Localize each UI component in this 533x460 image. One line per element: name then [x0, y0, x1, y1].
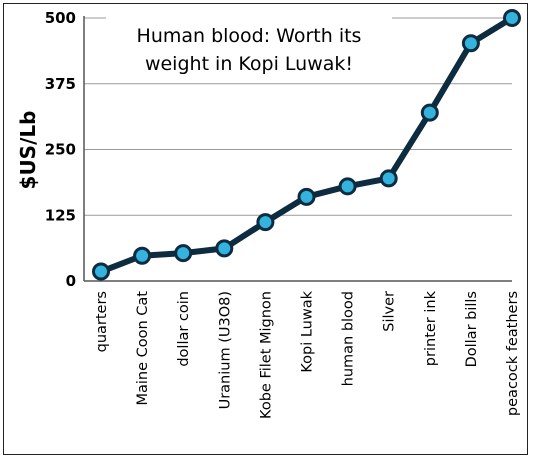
y-tick-label: 250 — [45, 141, 76, 159]
data-point — [461, 34, 480, 53]
y-tick-label: 0 — [66, 272, 76, 290]
x-tick-label: dollar coin — [176, 291, 192, 367]
chart-title-line-2: weight in Kopi Luwak! — [145, 53, 353, 75]
y-axis-label: $US/Lb — [16, 111, 40, 190]
series — [92, 9, 521, 281]
y-tick-label: 500 — [45, 9, 76, 27]
x-tick-label: Kopi Luwak — [300, 290, 316, 372]
data-point — [503, 9, 521, 27]
data-point — [215, 239, 234, 258]
x-tick-label: Kobe Filet Mignon — [258, 291, 274, 419]
data-point — [174, 244, 193, 263]
x-tick-label: Maine Coon Cat — [135, 291, 151, 406]
x-tick-labels: quarters Maine Coon Cat dollar coin Uranium… — [94, 290, 521, 419]
x-tick-label: peacock feathers — [505, 291, 521, 416]
chart-title-line-1: Human blood: Worth its — [137, 25, 362, 47]
title-background — [106, 14, 392, 82]
data-point — [420, 103, 439, 122]
x-tick-label: human blood — [341, 291, 357, 386]
axes — [83, 16, 512, 282]
chart-title-box: Human blood: Worth its weight in Kopi Lu… — [106, 14, 392, 82]
data-point — [297, 187, 316, 206]
x-tick-label: quarters — [94, 291, 110, 352]
data-point — [379, 169, 398, 188]
data-point — [92, 262, 110, 281]
data-point — [133, 246, 152, 265]
y-tick-label: 125 — [45, 206, 76, 224]
x-tick-label: printer ink — [423, 290, 439, 366]
x-tick-label: Silver — [382, 291, 398, 332]
x-tick-label: Uranium (U3O8) — [217, 291, 233, 409]
y-tick-labels: 0 125 250 375 500 — [45, 9, 76, 290]
data-point — [338, 177, 357, 196]
x-tick-label: Dollar bills — [464, 291, 480, 367]
y-tick-label: 375 — [45, 75, 76, 93]
data-point — [256, 213, 275, 232]
